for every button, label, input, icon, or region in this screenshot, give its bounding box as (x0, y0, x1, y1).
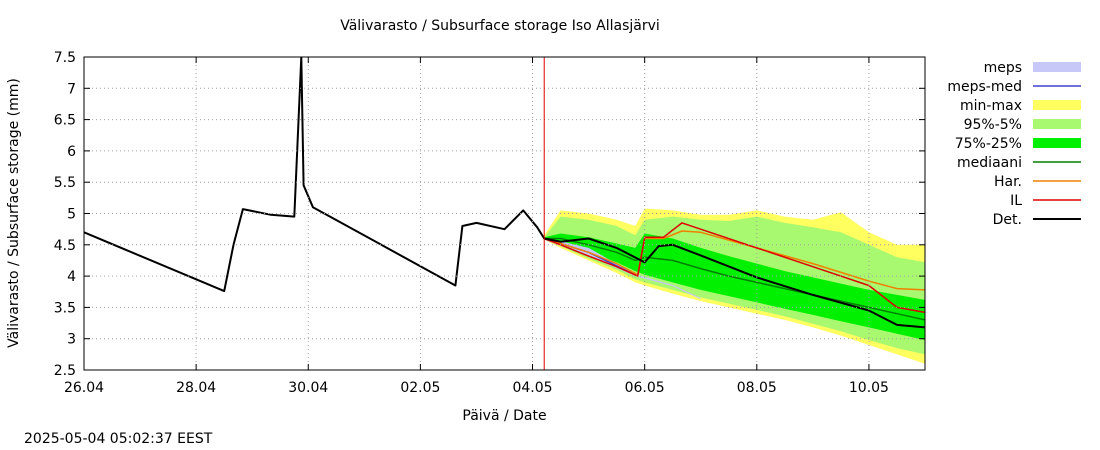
y-tick-label: 4.5 (54, 238, 76, 254)
legend-label: IL (1010, 193, 1022, 209)
y-tick-label: 5.5 (54, 175, 76, 191)
legend-label: meps (984, 60, 1022, 76)
y-tick-label: 4 (67, 269, 76, 285)
legend: meps meps-med min-max 95%-5% 75%-25% mediaani… (947, 60, 1081, 228)
series-har-line (543, 230, 925, 291)
x-tick-label: 30.04 (288, 380, 328, 396)
x-axis-label: Päivä / Date (462, 408, 547, 424)
chart-title: Välivarasto / Subsurface storage Iso All… (340, 18, 660, 34)
legend-swatch (1033, 100, 1081, 110)
legend-label: 95%-5% (964, 117, 1022, 133)
legend-label: mediaani (957, 155, 1022, 171)
y-tick-label: 6 (67, 144, 76, 160)
y-tick-label: 2.5 (54, 363, 76, 379)
x-tick-label: 10.05 (849, 380, 889, 396)
series-il-line (543, 222, 925, 314)
series-mediaani-line (544, 237, 925, 321)
y-tick-label: 3.5 (54, 300, 76, 316)
x-tick-label: 28.04 (176, 380, 216, 396)
legend-swatch (1033, 62, 1081, 72)
legend-label: Det. (993, 212, 1022, 228)
x-tick-label: 02.05 (400, 380, 440, 396)
y-tick-label: 6.5 (54, 113, 76, 129)
x-tick-label: 06.05 (625, 380, 665, 396)
x-tick-label: 26.04 (64, 380, 104, 396)
legend-label: min-max (960, 98, 1022, 114)
y-tick-label: 5 (67, 207, 76, 223)
y-axis-label: Välivarasto / Subsurface storage (mm) (6, 78, 22, 348)
x-tick-label: 08.05 (737, 380, 777, 396)
y-tick-label: 7 (67, 81, 76, 97)
legend-swatch (1033, 138, 1081, 148)
y-tick-label: 3 (67, 332, 76, 348)
legend-label: meps-med (947, 79, 1022, 95)
series-det-line (84, 57, 925, 329)
legend-swatch (1033, 119, 1081, 129)
x-tick-label: 04.05 (512, 380, 552, 396)
legend-label: 75%-25% (955, 136, 1022, 152)
plot-area (84, 57, 925, 364)
timestamp: 2025-05-04 05:02:37 EEST (24, 431, 213, 447)
y-tick-label: 7.5 (54, 50, 76, 66)
legend-label: Har. (994, 174, 1022, 190)
